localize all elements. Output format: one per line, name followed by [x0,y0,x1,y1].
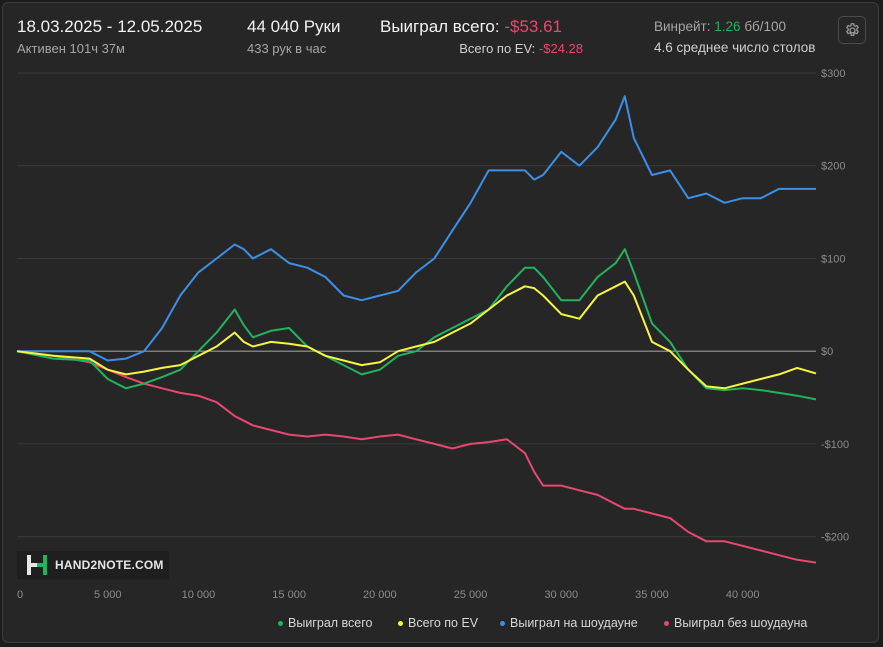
winrate: Винрейт: 1.26 бб/100 [654,19,786,34]
won-total: Выиграл всего: -$53.61 [380,17,562,37]
showdown-line [17,95,816,362]
y-tick-label: $100 [821,253,845,265]
x-tick-label: 10 000 [182,589,216,601]
winrate-unit: бб/100 [744,19,787,34]
legend-label: Всего по EV [408,616,479,630]
winrate-value: 1.26 [714,19,741,34]
logo-text: HAND2NOTE.COM [55,558,164,572]
y-tick-label: $200 [821,161,845,173]
ev-total-line [16,280,817,390]
x-tick-label: 0 [17,589,23,601]
ev-total-label: Всего по EV: [459,41,536,56]
legend-item[interactable]: Всего по EV [398,616,478,630]
non-showdown-line [16,350,817,564]
legend-label: Выиграл всего [288,616,373,630]
avg-tables: 4.6 среднее число столов [654,40,816,55]
active-time: Активен 101ч 37м [17,41,125,56]
x-tick-label: 25 000 [454,589,488,601]
ev-total-value: -$24.28 [538,41,583,56]
hand2note-logo-icon [27,555,47,575]
settings-button[interactable] [838,16,866,44]
hands-per-hour: 433 рук в час [247,41,327,56]
legend-item[interactable]: Выиграл на шоудауне [500,616,638,630]
legend-dot-icon [398,620,403,626]
x-tick-label: 5 000 [94,589,122,601]
legend-dot-icon [278,620,283,626]
legend-item[interactable]: Выиграл всего [278,616,372,630]
won-total-value: -$53.61 [504,17,563,36]
chart-legend: Выиграл всего Всего по EV Выиграл на шоуда… [0,616,816,636]
y-tick-label: $300 [821,68,845,80]
hand2note-logo: HAND2NOTE.COM [17,551,169,579]
winrate-label: Винрейт: [654,19,711,34]
y-tick-label: -$100 [821,439,849,451]
won-total-label: Выиграл всего: [380,17,500,36]
legend-dot-icon [664,620,669,626]
x-tick-label: 15 000 [272,589,306,601]
hands-count: 44 040 Руки [247,17,341,36]
legend-label: Выиграл на шоудауне [510,616,638,630]
legend-dot-icon [500,620,505,626]
gear-icon [845,22,859,36]
x-tick-label: 35 000 [635,589,669,601]
y-tick-label: $0 [821,346,833,358]
x-tick-label: 30 000 [544,589,578,601]
date-range: 18.03.2025 - 12.05.2025 [17,17,203,36]
y-tick-label: -$200 [821,532,849,544]
x-tick-label: 40 000 [726,589,760,601]
ev-total: Всего по EV: -$24.28 [459,41,583,56]
legend-label: Выиграл без шоудауна [674,616,808,630]
legend-item[interactable]: Выиграл без шоудауна [664,616,807,630]
x-tick-label: 20 000 [363,589,397,601]
